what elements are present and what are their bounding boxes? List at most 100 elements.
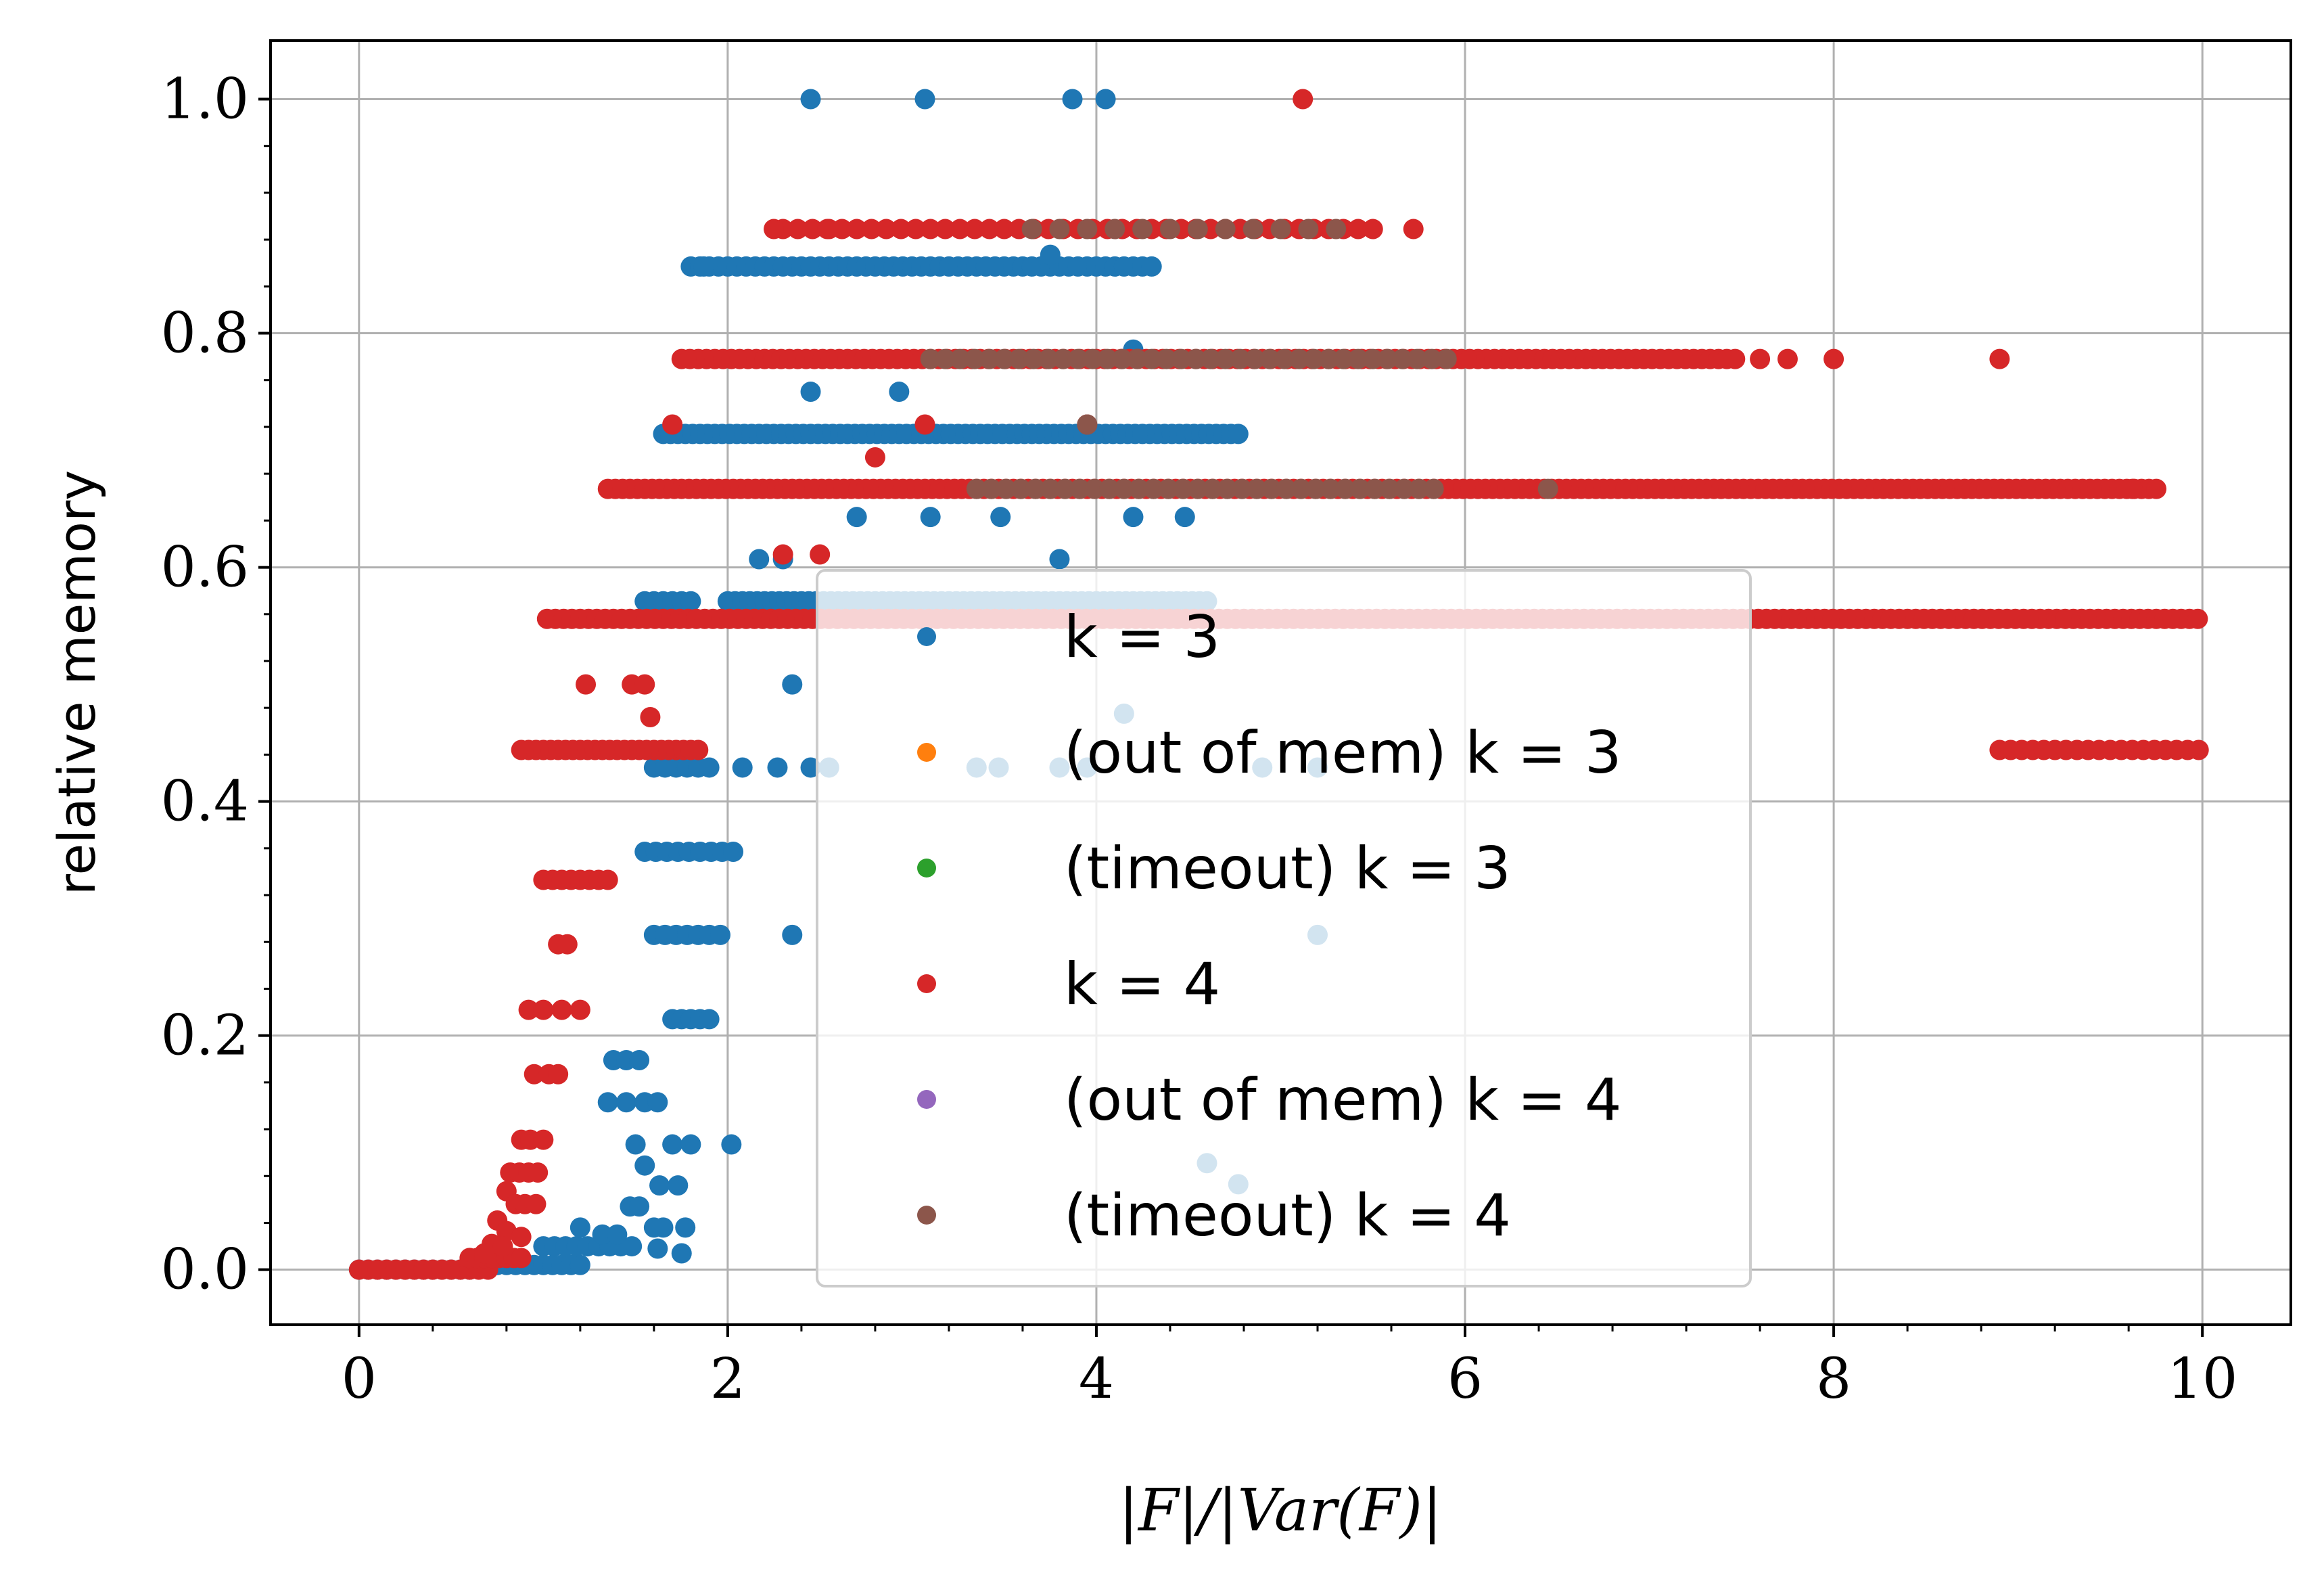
data-point — [1293, 89, 1314, 110]
data-point — [653, 1217, 674, 1238]
data-point — [1318, 348, 1339, 369]
data-point — [1423, 478, 1444, 499]
data-point — [1274, 348, 1295, 369]
data-point — [668, 1175, 689, 1196]
data-point — [800, 89, 821, 110]
data-point — [649, 1175, 670, 1196]
data-point — [994, 219, 1015, 240]
data-point — [1054, 478, 1075, 499]
data-point — [634, 1155, 655, 1176]
data-point — [1230, 348, 1251, 369]
data-point — [597, 1092, 618, 1113]
data-point — [615, 1092, 636, 1113]
ticks-layer: 0 2 4 6 8 10 0.0 0.2 0.4 0.6 0.8 1.0 — [161, 68, 2238, 1411]
legend-marker — [917, 627, 936, 646]
data-point — [1276, 478, 1297, 499]
data-point — [1291, 478, 1311, 499]
data-point — [1132, 219, 1153, 240]
data-point — [597, 869, 618, 890]
legend-marker — [917, 1206, 936, 1225]
data-point — [1105, 219, 1125, 240]
data-point — [570, 999, 590, 1020]
data-point — [1187, 219, 1208, 240]
y-tick-label: 0.6 — [161, 536, 249, 600]
data-point — [1174, 507, 1195, 528]
data-point — [966, 478, 987, 499]
data-point — [1989, 348, 2010, 369]
data-point — [723, 842, 744, 863]
data-point — [699, 757, 720, 778]
data-point — [764, 219, 785, 240]
data-point — [511, 1227, 532, 1248]
data-point — [1392, 348, 1413, 369]
data-point — [570, 1217, 590, 1238]
data-point — [1298, 219, 1319, 240]
data-point — [1112, 348, 1133, 369]
data-point — [876, 219, 897, 240]
data-point — [518, 999, 539, 1020]
data-point — [1320, 478, 1341, 499]
data-point — [772, 544, 793, 565]
data-point — [533, 999, 554, 1020]
y-tick-label: 0.8 — [161, 302, 249, 366]
series-group — [920, 219, 1558, 499]
data-point — [914, 89, 935, 110]
data-point — [935, 219, 956, 240]
data-point — [551, 999, 572, 1020]
data-point — [981, 478, 1002, 499]
data-point — [905, 219, 926, 240]
data-point — [640, 707, 661, 728]
data-point — [1403, 219, 1424, 240]
data-point — [1333, 348, 1354, 369]
data-point — [1362, 219, 1383, 240]
y-tick-label: 0.0 — [161, 1238, 249, 1302]
legend-marker — [917, 1090, 936, 1109]
data-point — [1288, 348, 1309, 369]
y-tick-label: 1.0 — [161, 68, 249, 132]
data-point — [889, 382, 910, 403]
x-tick-label: 6 — [1447, 1347, 1483, 1411]
data-point — [1245, 348, 1265, 369]
data-point — [1067, 348, 1088, 369]
data-point — [629, 1196, 650, 1217]
data-point — [1097, 348, 1118, 369]
data-point — [914, 414, 935, 435]
data-point — [920, 348, 941, 369]
data-point — [935, 348, 956, 369]
data-point — [1008, 348, 1029, 369]
data-point — [1270, 219, 1291, 240]
data-point — [1303, 348, 1324, 369]
data-point — [1349, 478, 1370, 499]
legend: k = 3 (out of mem) k = 3 (timeout) k = 3 k … — [816, 569, 1752, 1287]
data-point — [1436, 348, 1457, 369]
data-point — [1040, 244, 1061, 265]
data-point — [693, 256, 714, 277]
data-point — [625, 1134, 646, 1155]
data-point — [920, 507, 941, 528]
data-point — [802, 219, 823, 240]
data-point — [533, 1129, 554, 1150]
x-tick-label: 2 — [710, 1347, 745, 1411]
data-point — [699, 1009, 720, 1030]
data-point — [680, 591, 701, 612]
data-point — [1750, 348, 1771, 369]
data-point — [1040, 478, 1061, 499]
data-point — [528, 1162, 549, 1183]
data-point — [1261, 478, 1282, 499]
data-point — [800, 382, 821, 403]
data-point — [524, 1064, 544, 1085]
data-point — [1095, 89, 1116, 110]
data-point — [680, 1134, 701, 1155]
y-axis-label: relative memory — [47, 470, 107, 895]
data-point — [818, 219, 839, 240]
data-point — [1200, 348, 1221, 369]
data-point — [1823, 348, 1844, 369]
data-point — [1159, 219, 1180, 240]
data-point — [634, 674, 655, 695]
data-point — [1377, 348, 1398, 369]
data-point — [1187, 478, 1208, 499]
data-point — [1113, 478, 1134, 499]
legend-label: (timeout) k = 3 — [1064, 835, 1511, 903]
legend-label: (out of mem) k = 3 — [1064, 719, 1622, 787]
